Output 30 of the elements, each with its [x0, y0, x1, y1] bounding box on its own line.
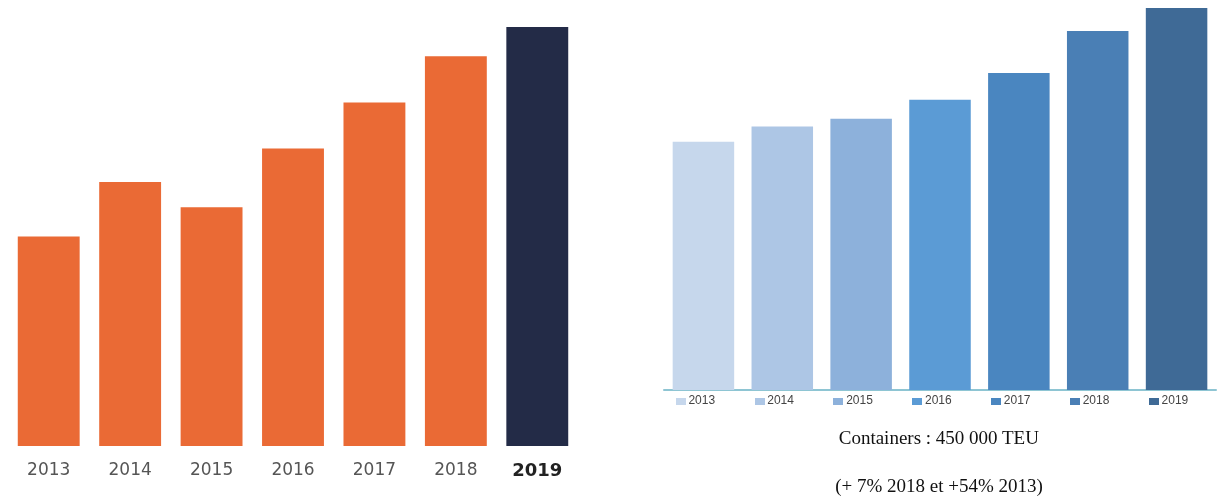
bar	[672, 141, 735, 390]
bar	[909, 99, 971, 390]
bar	[262, 148, 324, 446]
x-tick-label: 2018	[434, 458, 478, 479]
bar	[424, 56, 487, 446]
x-tick-label: 2017	[987, 393, 1051, 407]
x-tick-label: 2014	[108, 458, 152, 479]
bar	[1145, 8, 1208, 390]
bar	[99, 182, 162, 446]
x-tick-label: 2016	[908, 393, 972, 407]
bar	[506, 27, 569, 446]
bar	[1066, 30, 1129, 390]
x-tick-label: 2013	[671, 393, 736, 407]
bar	[343, 102, 406, 446]
bar	[830, 118, 892, 390]
x-tick-label: 2014	[750, 393, 814, 407]
text: (+ 7% 2018 et +54% 2013)	[835, 475, 1043, 497]
x-tick-label: 2015	[829, 393, 893, 407]
x-tick-label: 2016	[271, 458, 315, 479]
bar	[17, 236, 80, 446]
bar	[751, 126, 814, 390]
x-tick-label: 2018	[1066, 393, 1130, 407]
x-tick-label: 2017	[352, 458, 397, 479]
x-tick-label: 2013	[27, 458, 71, 479]
bar	[180, 207, 243, 446]
text: Containers : 450 000 TEU	[838, 427, 1040, 448]
x-tick-label: 2015	[189, 458, 234, 479]
x-tick-label: 2019	[512, 458, 563, 480]
bar	[988, 72, 1050, 390]
x-tick-label: 2019	[1144, 393, 1209, 407]
